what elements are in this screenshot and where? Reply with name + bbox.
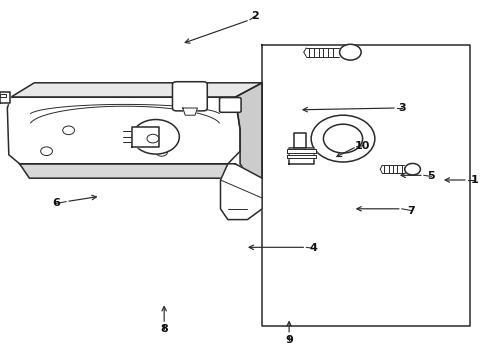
Polygon shape <box>183 108 197 115</box>
Circle shape <box>63 126 74 135</box>
Text: 8: 8 <box>160 324 168 334</box>
Text: 9: 9 <box>285 335 293 345</box>
Polygon shape <box>289 148 314 164</box>
Polygon shape <box>294 133 306 148</box>
Polygon shape <box>7 97 240 164</box>
Polygon shape <box>132 127 159 147</box>
FancyBboxPatch shape <box>220 98 241 112</box>
Polygon shape <box>287 149 316 153</box>
Polygon shape <box>220 164 262 220</box>
Text: 6: 6 <box>52 198 60 208</box>
Circle shape <box>340 44 361 60</box>
Text: 4: 4 <box>310 243 318 253</box>
Text: 2: 2 <box>251 11 259 21</box>
FancyBboxPatch shape <box>172 82 207 111</box>
Circle shape <box>323 124 363 153</box>
Polygon shape <box>262 45 470 326</box>
Text: 10: 10 <box>355 141 370 151</box>
Polygon shape <box>20 164 250 178</box>
Circle shape <box>147 134 159 143</box>
Polygon shape <box>235 83 262 178</box>
Text: 7: 7 <box>408 206 416 216</box>
Polygon shape <box>287 155 316 158</box>
Text: 5: 5 <box>427 171 435 181</box>
Polygon shape <box>11 83 262 97</box>
Text: 1: 1 <box>470 175 478 185</box>
Polygon shape <box>0 94 6 97</box>
Text: 3: 3 <box>398 103 406 113</box>
Circle shape <box>156 148 168 156</box>
Circle shape <box>405 163 420 175</box>
Circle shape <box>311 115 375 162</box>
Polygon shape <box>0 92 10 103</box>
Circle shape <box>132 120 179 154</box>
Circle shape <box>41 147 52 156</box>
